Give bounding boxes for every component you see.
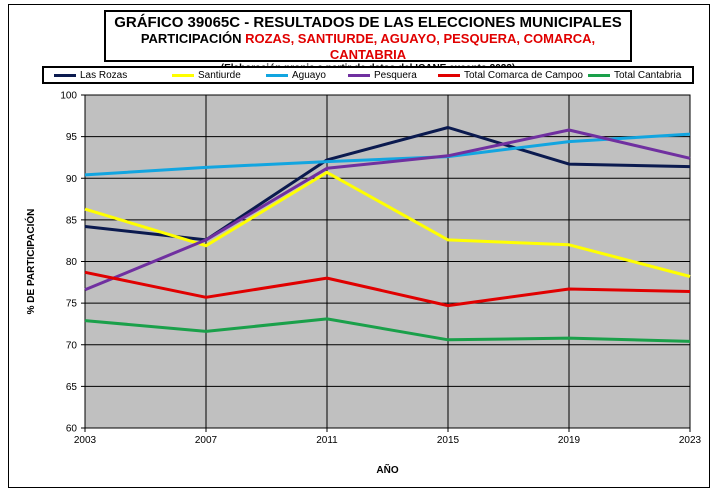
- legend-swatch: [588, 73, 610, 77]
- legend-item: Aguayo: [266, 68, 326, 82]
- y-tick-label: 90: [66, 174, 78, 185]
- legend-label: Total Cantabria: [614, 69, 682, 81]
- x-tick-label: 2011: [316, 435, 338, 446]
- series-line-total-cantabria: [84, 317, 691, 343]
- legend-item: Total Comarca de Campoo: [438, 68, 583, 82]
- y-tick-label: 80: [66, 257, 78, 268]
- legend-label: Pesquera: [374, 69, 417, 81]
- series-line-total-comarca-de-campoo: [84, 270, 691, 308]
- x-axis-label: AÑO: [376, 463, 398, 476]
- y-tick-label: 60: [66, 424, 78, 435]
- y-tick-label: 100: [60, 91, 77, 102]
- legend-swatch: [172, 73, 194, 77]
- legend-swatch: [438, 73, 460, 77]
- legend-item: Santiurde: [172, 68, 241, 82]
- y-tick-label: 85: [66, 215, 78, 226]
- legend-label: Total Comarca de Campoo: [464, 69, 583, 81]
- legend-item: Pesquera: [348, 68, 417, 82]
- chart-title: GRÁFICO 39065C - RESULTADOS DE LAS ELECC…: [114, 14, 622, 31]
- x-tick-label: 2015: [437, 435, 460, 446]
- y-tick-label: 95: [66, 132, 78, 143]
- legend-item: Las Rozas: [54, 68, 127, 82]
- legend-swatch: [348, 73, 370, 77]
- chart-subtitle: PARTICIPACIÓN ROZAS, SANTIURDE, AGUAYO, …: [106, 31, 630, 63]
- legend-item: Total Cantabria: [588, 68, 681, 82]
- chart-legend: Las Rozas Santiurde Aguayo Pesquera Total Co…: [42, 66, 694, 84]
- x-tick-label: 2023: [679, 435, 702, 446]
- x-tick-label: 2003: [74, 435, 97, 446]
- series-line-las-rozas: [84, 126, 691, 242]
- y-tick-label: 75: [66, 299, 78, 310]
- x-tick-label: 2019: [558, 435, 581, 446]
- legend-label: Las Rozas: [80, 69, 128, 81]
- y-tick-label: 70: [66, 340, 78, 351]
- chart-title-box: GRÁFICO 39065C - RESULTADOS DE LAS ELECC…: [104, 10, 632, 74]
- x-tick-label: 2007: [195, 435, 218, 446]
- subtitle-names: ROZAS, SANTIURDE, AGUAYO, PESQUERA, COMA…: [245, 31, 596, 62]
- legend-swatch: [54, 73, 76, 77]
- legend-swatch: [266, 73, 288, 77]
- subtitle-prefix: PARTICIPACIÓN: [140, 31, 246, 46]
- legend-label: Santiurde: [198, 69, 241, 81]
- series-line-santiurde: [84, 170, 691, 278]
- series-line-pesquera: [84, 128, 691, 292]
- series-line-aguayo: [84, 132, 691, 177]
- legend-label: Aguayo: [292, 69, 326, 81]
- y-axis-label: % DE PARTICIPACIÓN: [24, 209, 37, 315]
- y-tick-label: 65: [66, 382, 78, 393]
